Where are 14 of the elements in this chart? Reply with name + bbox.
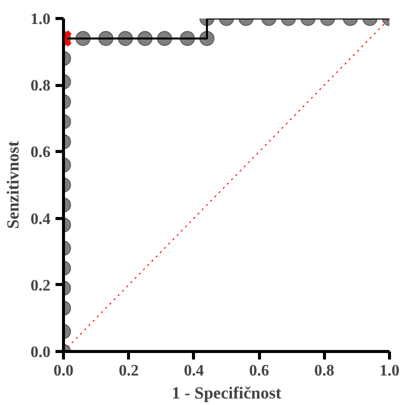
x-tick-label: 0.4: [184, 362, 204, 380]
y-tick-label: 0.6: [30, 144, 50, 162]
x-tick-label: 0.0: [54, 362, 74, 380]
y-tick-label: 0.4: [30, 210, 50, 228]
y-tick-label: 1.0: [30, 11, 50, 28]
x-tick-label: 0.8: [314, 362, 334, 380]
x-tick-label: 0.6: [249, 362, 270, 380]
x-tick-label: 1.0: [380, 362, 400, 380]
x-tick-label: 0.2: [118, 362, 139, 380]
y-axis-title: Senzitivnost: [4, 140, 22, 229]
y-tick-label: 0.0: [30, 344, 50, 361]
y-tick-label: 0.2: [30, 277, 50, 294]
x-axis-title: 1 - Specifičnost: [172, 384, 282, 402]
y-tick-label: 0.8: [30, 78, 50, 95]
